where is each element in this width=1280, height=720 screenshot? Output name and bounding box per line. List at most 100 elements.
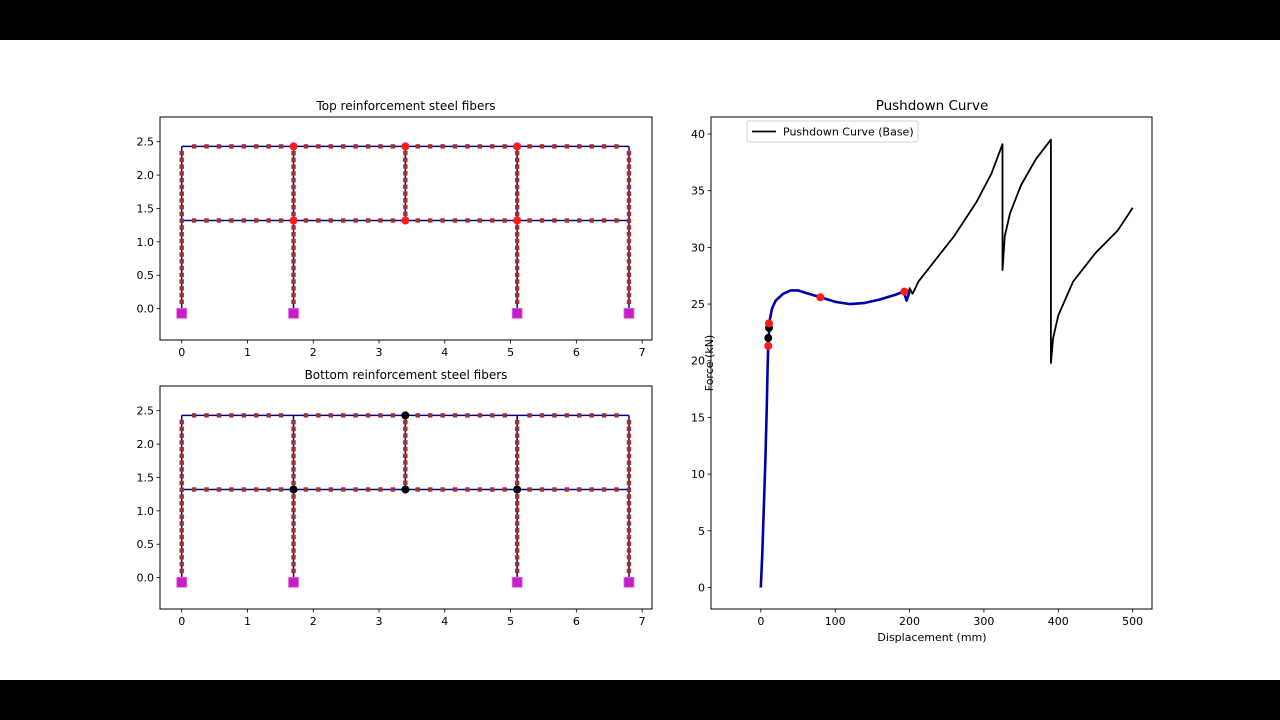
fiber-marker	[191, 413, 197, 418]
fiber-marker	[291, 279, 296, 284]
fiber-marker	[179, 419, 184, 425]
fiber-marker	[254, 413, 259, 418]
fiber-marker	[514, 555, 520, 560]
fiber-marker	[204, 413, 209, 418]
fiber-marker	[179, 453, 184, 459]
y-tick-label: 40	[691, 128, 705, 141]
fiber-marker	[514, 507, 520, 513]
fiber-marker	[365, 487, 371, 492]
fiber-marker	[291, 171, 296, 176]
fiber-marker	[328, 413, 333, 418]
fiber-marker	[179, 299, 184, 305]
fiber-marker	[514, 446, 520, 452]
fiber-marker	[577, 218, 582, 223]
fiber-marker	[626, 548, 632, 553]
fiber-marker	[626, 164, 632, 169]
fiber-marker	[390, 144, 396, 149]
fiber-marker	[514, 480, 520, 486]
fiber-marker	[514, 534, 520, 540]
yield-marker	[513, 216, 522, 225]
yield-marker	[401, 216, 410, 225]
fiber-marker	[626, 191, 632, 196]
x-tick-label: 4	[441, 615, 448, 628]
fiber-marker	[452, 413, 458, 418]
fiber-marker	[514, 286, 520, 291]
fiber-marker	[614, 413, 619, 418]
x-tick-label: 6	[573, 346, 580, 359]
fiber-marker	[291, 205, 296, 210]
figure-canvas: Top reinforcement steel fibers 0 1 2 3 4 5 6 70…	[137, 98, 1153, 644]
fiber-marker	[502, 487, 507, 492]
pushdown-plot	[759, 138, 1134, 588]
fiber-marker	[216, 218, 222, 223]
fiber-marker	[589, 144, 594, 149]
fiber-marker	[353, 218, 358, 223]
fiber-marker	[626, 252, 632, 257]
fiber-marker	[291, 555, 296, 560]
fiber-marker	[179, 157, 184, 163]
fiber-marker	[589, 218, 594, 223]
fiber-marker	[427, 487, 433, 492]
fiber-marker	[514, 433, 520, 438]
fiber-marker	[353, 144, 358, 149]
fiber-marker	[626, 534, 632, 540]
x-tick-label: 3	[376, 346, 383, 359]
support-marker	[176, 307, 188, 319]
fiber-marker	[514, 528, 520, 533]
fiber-marker	[514, 177, 520, 183]
fiber-marker	[626, 150, 632, 156]
y-tick-label: 0.5	[137, 269, 155, 282]
fiber-marker	[403, 426, 408, 432]
y-tick-label: 1.5	[137, 471, 155, 484]
yield-marker	[289, 485, 298, 494]
y-tick-label: 25	[691, 298, 705, 311]
y-tick-label: 2.0	[137, 438, 155, 451]
fiber-marker	[291, 184, 296, 190]
fiber-marker	[514, 460, 520, 465]
fiber-marker	[291, 299, 296, 305]
fiber-marker	[403, 184, 408, 190]
fiber-marker	[514, 561, 520, 567]
fiber-marker	[477, 218, 483, 223]
fiber-marker	[514, 494, 520, 499]
top-fibers-plot	[176, 142, 635, 319]
fiber-marker	[303, 144, 309, 149]
fiber-marker	[502, 413, 507, 418]
fiber-marker	[626, 460, 632, 465]
fiber-marker	[316, 413, 321, 418]
fiber-marker	[179, 292, 184, 298]
fiber-marker	[291, 272, 296, 278]
fiber-marker	[626, 259, 632, 264]
fiber-marker	[564, 144, 570, 149]
fiber-marker	[601, 144, 607, 149]
fiber-marker	[626, 419, 632, 425]
fiber-marker	[626, 426, 632, 432]
fiber-marker	[403, 171, 408, 176]
fiber-marker	[626, 279, 632, 284]
y-tick-label: 0	[698, 581, 705, 594]
x-tick-label: 5	[507, 615, 514, 628]
fiber-marker	[291, 225, 296, 230]
pushdown-frame	[710, 116, 1153, 610]
fiber-marker	[291, 528, 296, 533]
fiber-marker	[614, 487, 619, 492]
fiber-marker	[179, 171, 184, 176]
fiber-marker	[403, 164, 408, 169]
fiber-marker	[626, 440, 632, 445]
fiber-marker	[179, 541, 184, 547]
fiber-marker	[229, 218, 234, 223]
y-tick-label: 10	[691, 468, 705, 481]
fiber-marker	[539, 218, 545, 223]
fiber-marker	[626, 514, 632, 519]
fiber-marker	[502, 144, 507, 149]
fiber-marker	[626, 286, 632, 291]
fiber-marker	[514, 191, 520, 196]
fiber-marker	[291, 292, 296, 298]
x-tick-label: 0	[178, 615, 185, 628]
x-tick-label: 200	[899, 615, 920, 628]
fiber-marker	[514, 252, 520, 257]
fiber-marker	[626, 232, 632, 237]
fiber-marker	[179, 218, 184, 223]
fiber-marker	[626, 211, 632, 217]
yield-marker	[513, 142, 522, 151]
